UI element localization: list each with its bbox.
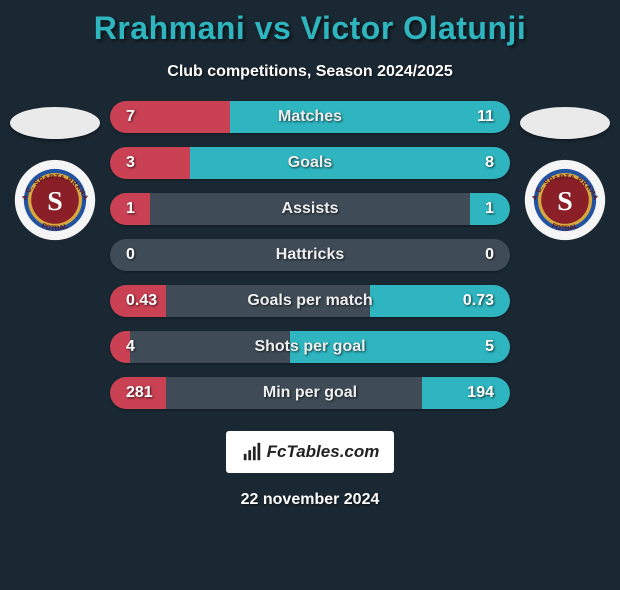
stat-value-left: 0.43	[126, 292, 157, 310]
stat-label: Goals per match	[247, 292, 372, 310]
stat-label: Hattricks	[276, 246, 344, 264]
stat-value-left: 3	[126, 154, 135, 172]
brand-logo: FcTables.com	[226, 431, 394, 473]
stat-row: 4 5 Shots per goal	[110, 331, 510, 363]
stat-row: 281 194 Min per goal	[110, 377, 510, 409]
stat-fill-right	[190, 147, 510, 179]
stat-row: 7 11 Matches	[110, 101, 510, 133]
stat-label: Min per goal	[263, 384, 357, 402]
stat-label: Matches	[278, 108, 342, 126]
stat-value-left: 1	[126, 200, 135, 218]
stat-fill-left	[110, 147, 190, 179]
stat-row: 0.43 0.73 Goals per match	[110, 285, 510, 317]
stat-label: Assists	[282, 200, 339, 218]
left-player-column: A.C. SPARTA PRAHA FOTBAL S	[0, 101, 110, 409]
stat-value-right: 0.73	[463, 292, 494, 310]
stat-row: 0 0 Hattricks	[110, 239, 510, 271]
footer-date: 22 november 2024	[0, 491, 620, 509]
left-player-avatar	[10, 107, 100, 139]
stat-row: 1 1 Assists	[110, 193, 510, 225]
stat-row: 3 8 Goals	[110, 147, 510, 179]
comparison-content: A.C. SPARTA PRAHA FOTBAL S 711Matches38G…	[0, 101, 620, 409]
page-title: Rrahmani vs Victor Olatunji	[0, 10, 620, 47]
stats-bars: 711Matches38Goals11Assists00Hattricks0.4…	[110, 101, 510, 409]
brand-text: FcTables.com	[267, 442, 380, 462]
stat-label: Shots per goal	[254, 338, 365, 356]
stat-label: Goals	[288, 154, 332, 172]
right-club-logo: A.C. SPARTA PRAHA FOTBAL S	[524, 159, 606, 241]
stat-value-left: 0	[126, 246, 135, 264]
stat-value-left: 281	[126, 384, 153, 402]
stat-fill-right	[422, 377, 510, 409]
left-club-logo: A.C. SPARTA PRAHA FOTBAL S	[14, 159, 96, 241]
stat-value-right: 8	[485, 154, 494, 172]
svg-text:S: S	[557, 186, 573, 217]
chart-icon	[241, 441, 263, 463]
right-player-avatar	[520, 107, 610, 139]
right-player-column: A.C. SPARTA PRAHA FOTBAL S	[510, 101, 620, 409]
stat-value-left: 4	[126, 338, 135, 356]
page-subtitle: Club competitions, Season 2024/2025	[0, 63, 620, 81]
stat-value-right: 5	[485, 338, 494, 356]
svg-text:S: S	[47, 186, 63, 217]
stat-fill-right	[230, 101, 510, 133]
stat-value-right: 1	[485, 200, 494, 218]
stat-value-right: 194	[467, 384, 494, 402]
stat-value-right: 11	[477, 108, 494, 126]
stat-value-right: 0	[485, 246, 494, 264]
stat-value-left: 7	[126, 108, 135, 126]
